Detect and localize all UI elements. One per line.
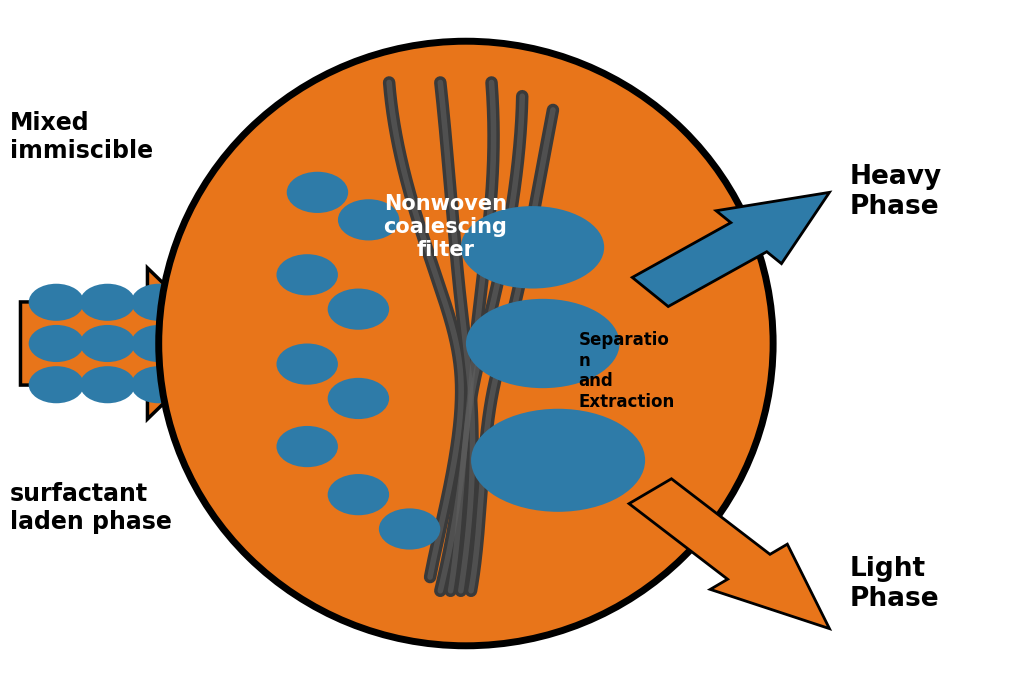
Circle shape — [29, 284, 84, 321]
Circle shape — [328, 378, 389, 419]
Text: Mixed
immiscible: Mixed immiscible — [10, 111, 154, 164]
Circle shape — [80, 325, 135, 362]
Circle shape — [80, 284, 135, 321]
Circle shape — [338, 199, 399, 240]
Ellipse shape — [461, 206, 604, 289]
Ellipse shape — [159, 41, 773, 646]
Circle shape — [29, 325, 84, 362]
Circle shape — [276, 254, 338, 295]
Circle shape — [379, 508, 440, 550]
Text: Separatio
n
and
Extraction: Separatio n and Extraction — [579, 330, 675, 412]
Text: surfactant
laden phase: surfactant laden phase — [10, 482, 172, 534]
Circle shape — [131, 366, 186, 403]
Circle shape — [80, 366, 135, 403]
Circle shape — [287, 172, 348, 213]
Ellipse shape — [466, 299, 620, 388]
Ellipse shape — [471, 409, 645, 512]
Text: Heavy
Phase: Heavy Phase — [850, 164, 942, 221]
Polygon shape — [20, 268, 225, 419]
Circle shape — [328, 474, 389, 515]
Circle shape — [328, 289, 389, 330]
Text: Light
Phase: Light Phase — [850, 556, 940, 612]
Circle shape — [276, 344, 338, 385]
Circle shape — [276, 426, 338, 467]
Polygon shape — [632, 192, 829, 306]
Text: Nonwoven
coalescing
filter: Nonwoven coalescing filter — [384, 194, 507, 260]
Circle shape — [131, 284, 186, 321]
Circle shape — [131, 325, 186, 362]
Polygon shape — [629, 479, 829, 629]
Circle shape — [29, 366, 84, 403]
